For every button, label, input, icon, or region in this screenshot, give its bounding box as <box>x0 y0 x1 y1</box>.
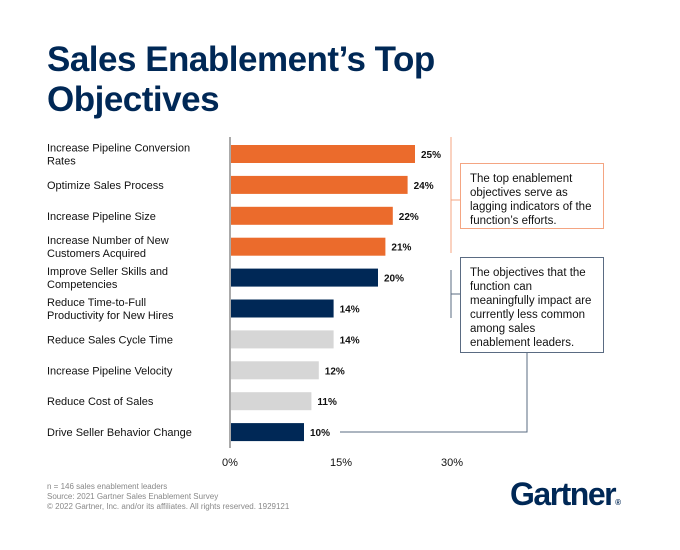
value-label: 21% <box>391 243 411 254</box>
sample-size-note: n = 146 sales enablement leaders <box>47 482 168 491</box>
bar <box>231 392 312 411</box>
bar <box>231 423 304 442</box>
value-label: 25% <box>421 150 441 161</box>
bar <box>231 268 378 287</box>
category-label: Increase Pipeline Velocity <box>47 365 173 377</box>
category-label: Reduce Sales Cycle Time <box>47 334 173 346</box>
value-label: 22% <box>399 212 419 223</box>
bar <box>231 330 334 349</box>
category-label: Reduce Time-to-Full Productivity for New … <box>47 297 174 322</box>
bar <box>231 145 415 163</box>
bar <box>231 175 408 194</box>
copyright-note: © 2022 Gartner, Inc. and/or its affiliat… <box>47 502 290 511</box>
bar <box>231 361 319 380</box>
category-label: Reduce Cost of Sales <box>47 396 154 408</box>
bar <box>231 299 334 318</box>
bar <box>231 206 393 225</box>
annotation-impactable-objectives: The objectives that the function can mea… <box>460 257 604 353</box>
value-label: 20% <box>384 274 404 285</box>
chart-title: Sales Enablement’s Top Objectives <box>47 40 435 119</box>
value-label: 14% <box>340 305 360 316</box>
category-label: Optimize Sales Process <box>47 180 164 192</box>
category-label: Improve Seller Skills and Competencies <box>47 266 168 291</box>
category-label: Increase Pipeline Conversion Rates <box>47 143 190 168</box>
gartner-logo: Gartner® <box>510 476 621 512</box>
category-label: Increase Pipeline Size <box>47 211 156 223</box>
value-label: 24% <box>414 181 434 192</box>
annotation-lagging-indicators: The top enablement objectives serve as l… <box>460 163 604 229</box>
x-tick-label: 0% <box>222 457 238 469</box>
bar <box>231 237 386 256</box>
value-label: 11% <box>317 397 337 408</box>
callout-leader-line <box>340 352 528 433</box>
value-label: 10% <box>310 428 330 439</box>
value-label: 14% <box>340 335 360 346</box>
logo-text: Gartner <box>510 476 617 512</box>
footer: n = 146 sales enablement leaders Source:… <box>47 482 289 512</box>
category-label: Increase Number of New Customers Acquired <box>47 235 169 260</box>
x-tick-label: 30% <box>441 457 463 469</box>
x-tick-label: 15% <box>330 457 352 469</box>
source-note: Source: 2021 Gartner Sales Enablement Su… <box>47 492 219 501</box>
value-label: 12% <box>325 366 345 377</box>
category-label: Drive Seller Behavior Change <box>47 427 192 439</box>
